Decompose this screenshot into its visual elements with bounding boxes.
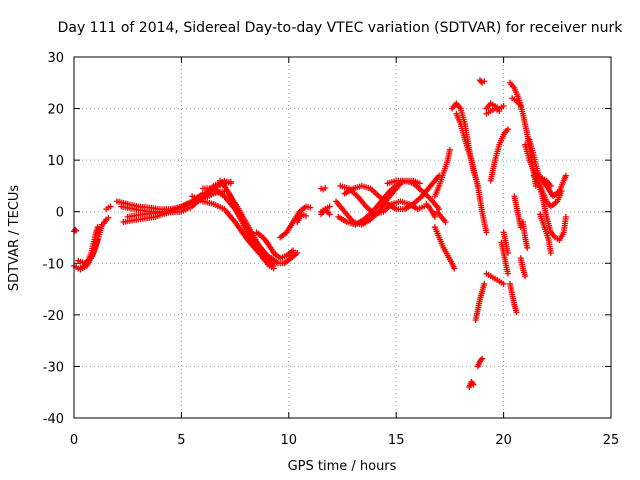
x-tick-label: 15 [388,433,405,448]
series-track-t09 [120,178,234,226]
x-tick-label: 25 [603,433,620,448]
series-track-t36 [472,280,488,324]
data-point [105,214,112,221]
series-track-t35 [474,355,486,370]
series-track-t17 [268,249,301,267]
data-point [442,219,449,226]
data-point [481,280,488,287]
data-point [522,273,529,280]
data-point [504,249,511,256]
data-point [431,213,438,220]
series-track-t30 [431,224,458,272]
y-axis-label: SDTVAR / TECUs [7,185,22,292]
series-track-t44 [507,280,520,316]
series-track-t06 [103,203,114,213]
y-tick-label: -40 [43,412,64,427]
series-track-t22 [318,206,333,218]
chart-title: Day 111 of 2014, Sidereal Day-to-day VTE… [58,20,624,36]
series-track-t41 [487,126,511,184]
data-point [469,380,476,387]
data-point [322,184,329,191]
data-point [446,146,453,153]
x-tick-label: 20 [495,433,512,448]
series-track-t19 [294,211,309,226]
series-track-t27 [384,177,443,213]
data-point [500,102,507,109]
data-point [479,355,486,362]
y-tick-label: 20 [47,103,64,118]
series-track-t40 [483,270,507,287]
data-point [496,108,503,115]
series-track-t54 [519,219,531,251]
series-track-t51 [530,172,565,210]
series-track-t52 [534,172,554,189]
x-tick-label: 10 [281,433,298,448]
series-track-t29 [431,146,453,200]
data-point [500,280,507,287]
x-tick-label: 0 [70,433,78,448]
y-tick-label: -30 [43,360,64,375]
series-track-t05 [101,214,112,227]
series-track-t28 [423,200,438,220]
data-point [532,182,539,189]
data-point [481,78,488,85]
tick-layer: 0 5 10 15 20 25 -40 -30 -20 -10 0 10 20 30 [43,51,620,448]
data-point [302,212,309,219]
data-point [517,102,524,109]
data-point [270,265,277,272]
marks-layer [71,77,569,391]
series-track-t16 [264,239,297,262]
data-point [227,178,234,185]
grid-layer [74,57,611,418]
y-tick-label: -10 [43,257,64,272]
data-point [478,356,485,363]
plot-frame [73,56,612,419]
series-track-t47 [511,193,524,231]
series-track-t53 [537,211,554,256]
data-point [268,260,275,267]
y-tick-label: 0 [56,206,64,221]
series-track-t20 [318,184,329,193]
data-point [562,213,569,220]
series-track-t37 [476,77,488,86]
y-tick-label: -20 [43,309,64,324]
data-point [294,249,301,256]
data-point [470,381,477,388]
data-point [547,249,554,256]
data-point [94,237,101,244]
y-tick-label: 30 [47,51,64,66]
data-point [107,203,114,210]
series-track-t14 [225,190,275,267]
data-point [326,211,333,218]
x-axis-label: GPS time / hours [288,459,397,474]
data-point [72,226,79,233]
y-tick-label: 10 [47,154,64,169]
series-track-t48 [517,255,529,280]
data-point [513,309,520,316]
data-point [290,247,297,254]
data-point [558,188,565,195]
data-point [504,126,511,133]
series-track-t31 [434,208,449,226]
series-track-t04 [77,237,101,273]
series-track-t25 [337,182,428,218]
series-track-t46 [509,95,524,109]
x-tick-label: 5 [177,433,185,448]
data-point [504,270,511,277]
data-point [524,244,531,251]
data-point [483,229,490,236]
series-track-t01 [71,226,80,235]
data-point [416,180,423,187]
series-track-t43 [500,229,511,256]
data-point [562,172,569,179]
series-track-t33 [453,110,490,236]
data-point [326,203,333,210]
data-point [451,265,458,272]
data-point [307,204,314,211]
series-track-t34 [466,378,477,391]
series-track-t39 [483,105,503,117]
data-point [547,182,554,189]
